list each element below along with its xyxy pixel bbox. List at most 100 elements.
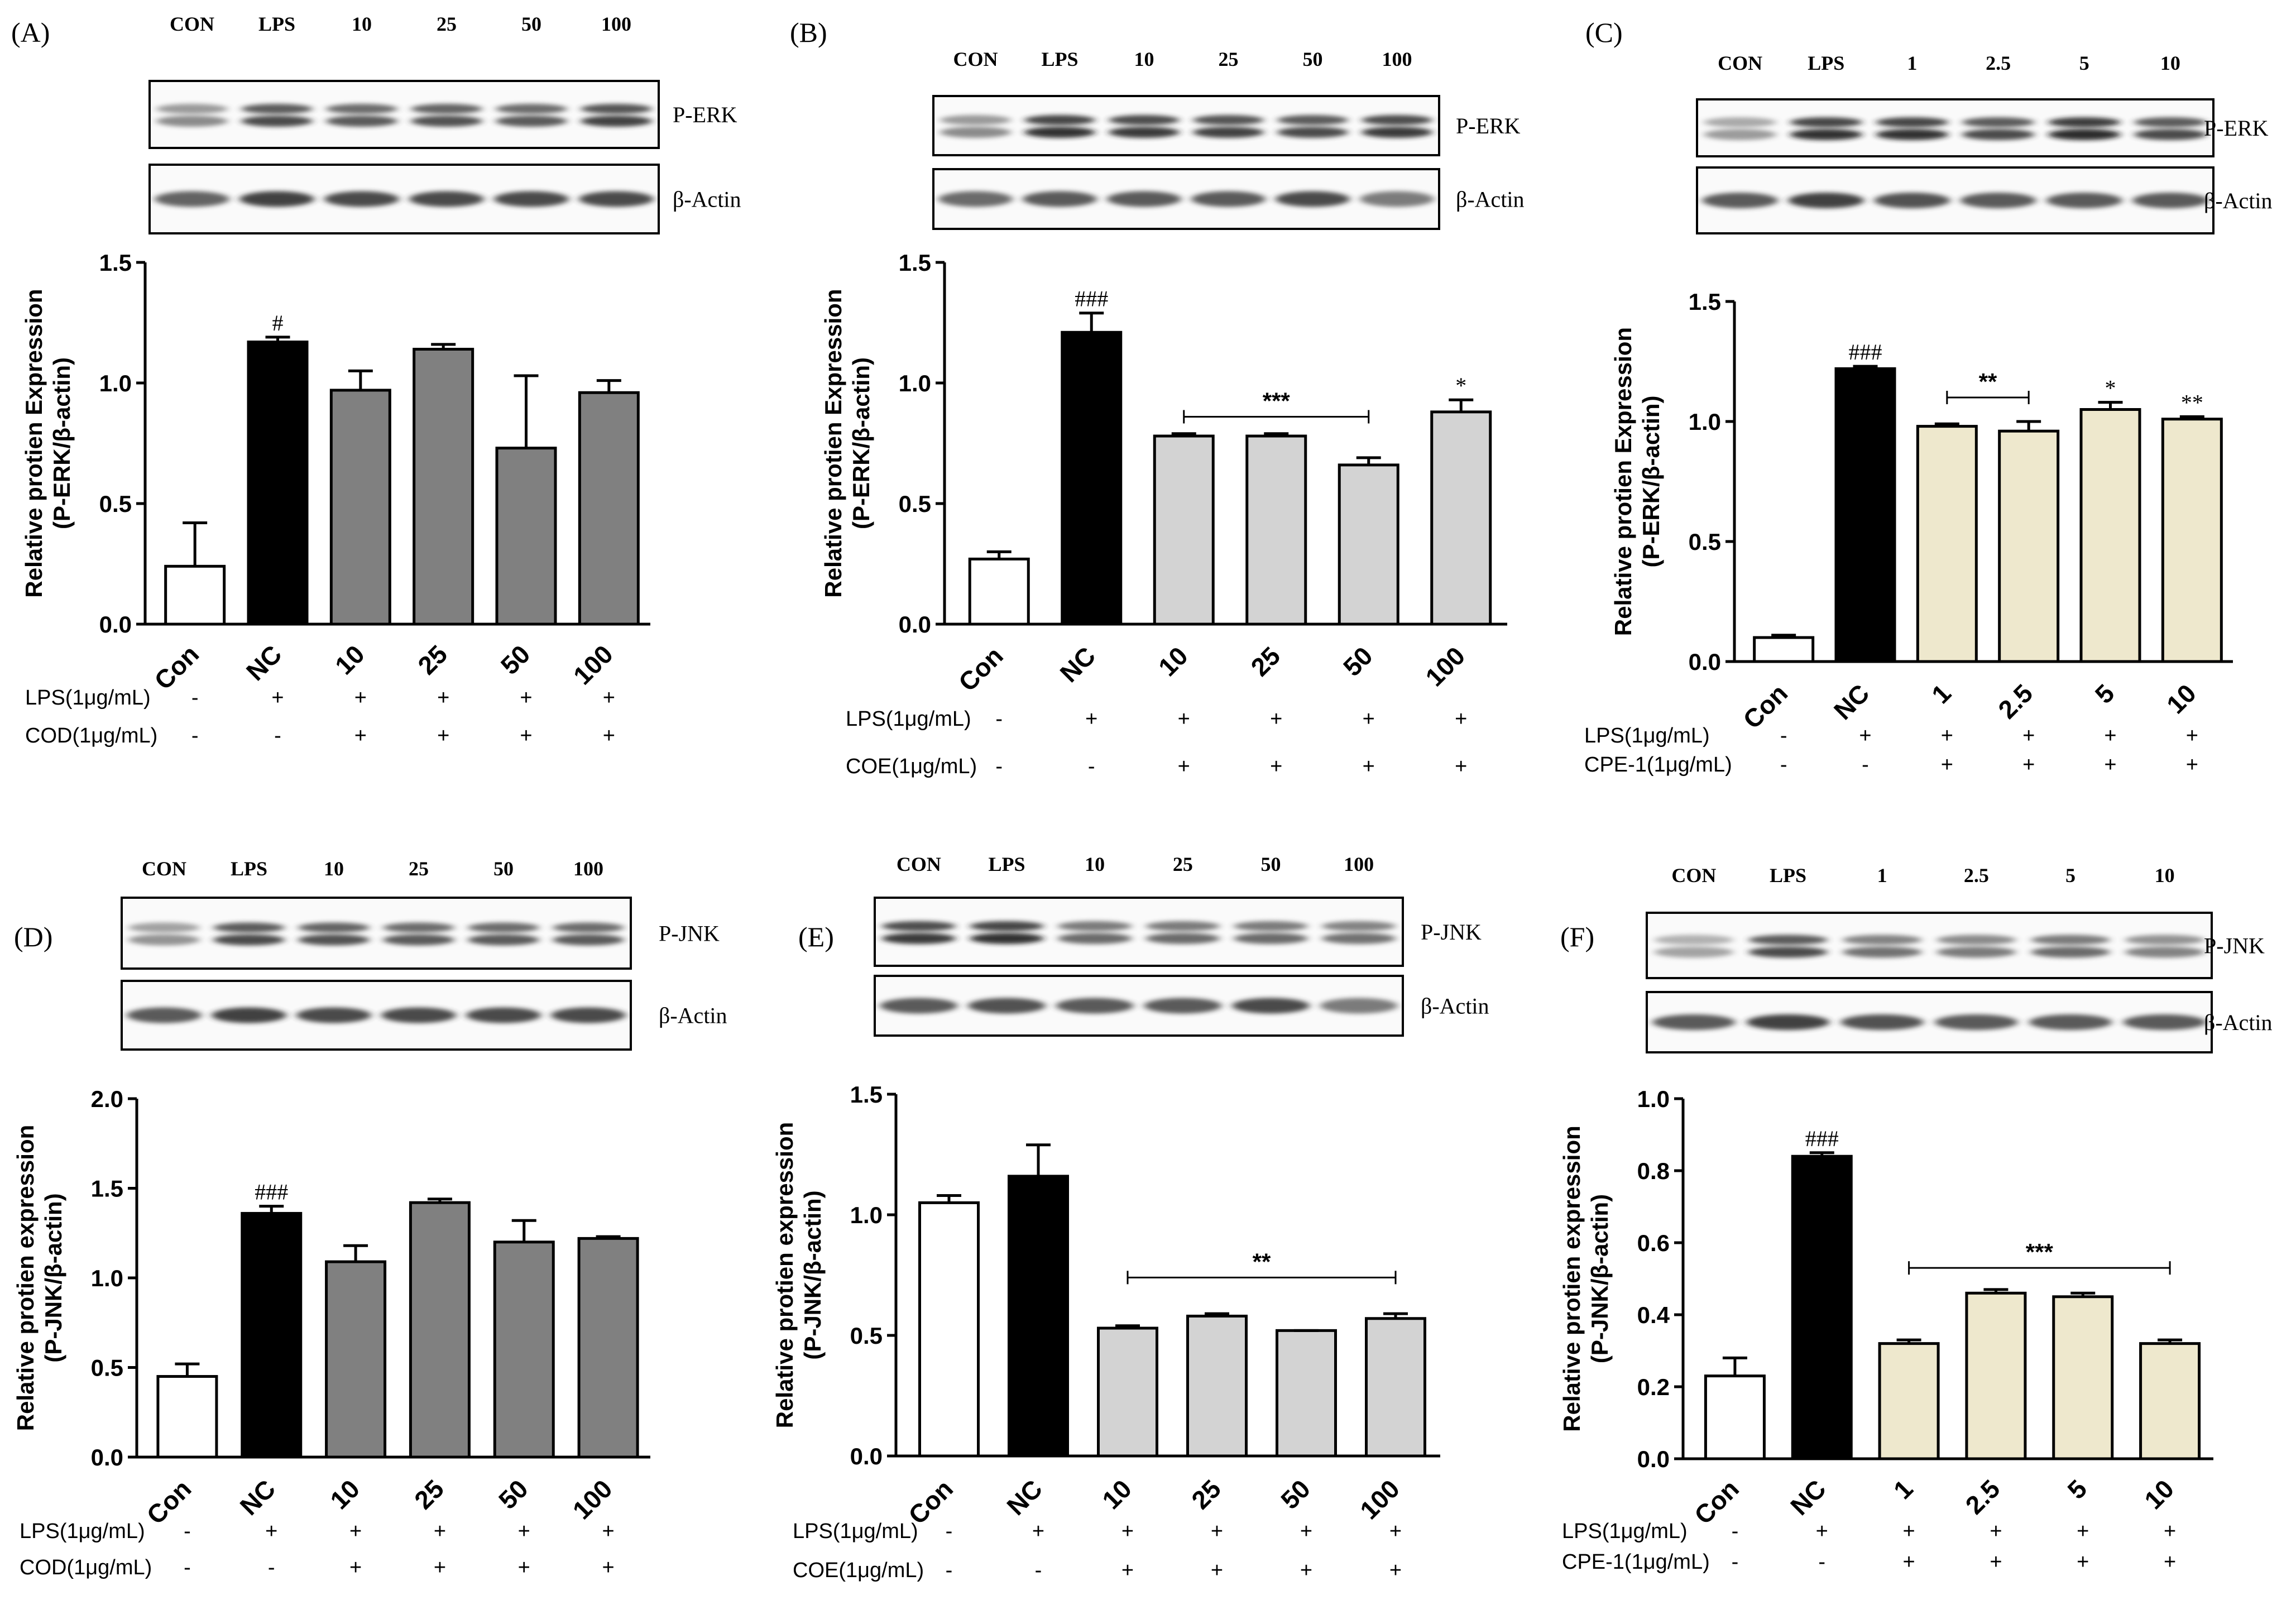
- significance-annotation: **: [2181, 390, 2203, 415]
- blot-band: [2031, 935, 2110, 945]
- treatment-label: COD(1μg/mL): [25, 724, 157, 748]
- treatment-sign: +: [518, 1520, 530, 1543]
- panel-1: (B) CON LPS 10 25 50 100 P-ERK β-Actin 0.0 0.5 1.0 1…: [790, 17, 1525, 778]
- y-tick-label: 1.0: [1637, 1086, 1670, 1112]
- y-tick-label: 0.0: [1689, 649, 1721, 675]
- treatment-sign: -: [1818, 1550, 1825, 1574]
- blot-target-label: β-Actin: [2204, 188, 2273, 213]
- blot-band: [2134, 117, 2207, 127]
- blot-band: [2132, 193, 2208, 208]
- bar: [2139, 1342, 2201, 1460]
- blot-frame: [1646, 912, 2213, 979]
- y-tick-label: 2.0: [91, 1086, 123, 1112]
- blot-band: [1360, 191, 1434, 207]
- blot-lane-label: 10: [2155, 864, 2175, 887]
- panel-0: (A) CON LPS 10 25 50 100 P-ERK β-Actin 0.0 0.5 1.0 1…: [11, 13, 741, 748]
- y-tick-label: 0.6: [1637, 1230, 1670, 1256]
- treatment-sign: +: [602, 1556, 614, 1579]
- blot-lane-label: 10: [1085, 853, 1105, 875]
- y-tick-label: 1.0: [850, 1202, 883, 1228]
- blot-band: [411, 116, 482, 127]
- y-axis-label: Relative protien expression: [771, 1122, 798, 1429]
- bar: [1245, 434, 1307, 626]
- treatment-sign: +: [520, 686, 532, 710]
- bracket-label: **: [1253, 1248, 1271, 1275]
- category-label: 10: [2139, 1474, 2179, 1515]
- blot-band: [1654, 935, 1734, 945]
- treatment-sign: +: [271, 686, 284, 710]
- treatment-label: LPS(1μg/mL): [20, 1520, 145, 1543]
- blot-band: [1748, 935, 1828, 945]
- treatment-sign: -: [1088, 755, 1095, 778]
- blot-lane-label: LPS: [1041, 48, 1078, 70]
- blot-band: [1234, 933, 1308, 944]
- blot-band: [381, 1007, 456, 1023]
- panel-label: (F): [1560, 921, 1594, 952]
- blot-band: [1024, 115, 1095, 125]
- treatment-sign: +: [1816, 1520, 1828, 1543]
- panel-label: (D): [14, 921, 52, 952]
- blot-lane-label: 25: [1219, 48, 1239, 70]
- blot-band: [1962, 117, 2035, 127]
- y-tick-label: 0.5: [899, 491, 931, 517]
- blot-frame: [874, 897, 1404, 967]
- category-label: 100: [1420, 641, 1470, 692]
- bar: [495, 447, 557, 626]
- blot-target-label: P-ERK: [2204, 116, 2269, 141]
- y-tick-label: 0.0: [850, 1443, 883, 1469]
- blot-lane-label: LPS: [258, 13, 295, 35]
- y-tick-label: 0.0: [1637, 1446, 1670, 1472]
- bar: [1365, 1317, 1426, 1458]
- blot-frame: [932, 168, 1440, 230]
- blot-frame: [874, 975, 1404, 1037]
- panel-4: (E) CON LPS 10 25 50 100 P-JNK β-Actin 0.0 0.5 1.0 1…: [771, 853, 1489, 1582]
- category-label: NC: [1001, 1474, 1048, 1521]
- treatment-sign: +: [603, 724, 615, 748]
- blot-target-label: β-Actin: [2204, 1010, 2273, 1035]
- treatment-label: CPE-1(1μg/mL): [1584, 753, 1732, 777]
- panel-3: (D) CON LPS 10 25 50 100 P-JNK β-Actin 0.0 0.5 1.0 1…: [12, 858, 727, 1579]
- blot-target-strip: [1646, 912, 2213, 979]
- treatment-sign: +: [1270, 755, 1282, 778]
- blot-lane-label: 25: [409, 858, 429, 880]
- blot-frame: [148, 80, 660, 149]
- blot-lane-label: 2.5: [1964, 864, 1989, 887]
- blot-band: [881, 933, 956, 944]
- treatment-sign: +: [2077, 1520, 2089, 1543]
- treatment-sign: +: [2186, 724, 2198, 748]
- blot-band: [2125, 946, 2204, 958]
- blot-band: [938, 191, 1013, 207]
- treatment-sign: +: [1990, 1550, 2002, 1574]
- blot-band: [1876, 117, 1949, 127]
- blot-band: [1746, 1014, 1830, 1030]
- blot-band: [1790, 129, 1862, 140]
- category-label: 1: [1888, 1474, 1919, 1505]
- blot-band: [2123, 1014, 2206, 1030]
- y-tick-label: 1.0: [899, 370, 931, 396]
- blot-band: [1936, 946, 2016, 958]
- blot-lane-label: 25: [1173, 853, 1193, 875]
- blot-lane-label: CON: [953, 48, 998, 70]
- blot-target-label: P-ERK: [673, 102, 737, 127]
- blot-lane-label: 10: [352, 13, 372, 35]
- y-tick-label: 0.8: [1637, 1158, 1670, 1184]
- treatment-label: LPS(1μg/mL): [1584, 724, 1710, 748]
- blot-lane-label: 5: [2079, 52, 2089, 74]
- y-axis-label: Relative protien Expression: [1610, 327, 1636, 636]
- blot-target-strip: [121, 897, 632, 970]
- blot-band: [579, 191, 654, 207]
- category-label: 50: [493, 1474, 534, 1515]
- treatment-sign: +: [437, 686, 449, 710]
- category-label: 50: [495, 639, 536, 680]
- blot-band: [496, 104, 567, 114]
- blot-target-label: β-Actin: [1456, 187, 1525, 212]
- treatment-sign: +: [1941, 753, 1953, 777]
- blot-band: [241, 116, 313, 127]
- treatment-sign: +: [1178, 755, 1190, 778]
- blot-band: [2031, 946, 2110, 958]
- treatment-sign: -: [1732, 1520, 1739, 1543]
- blot-band: [128, 922, 200, 933]
- blot-target-label: P-JNK: [1421, 919, 1482, 945]
- blot-frame: [1696, 166, 2214, 234]
- blot-band: [551, 1007, 626, 1023]
